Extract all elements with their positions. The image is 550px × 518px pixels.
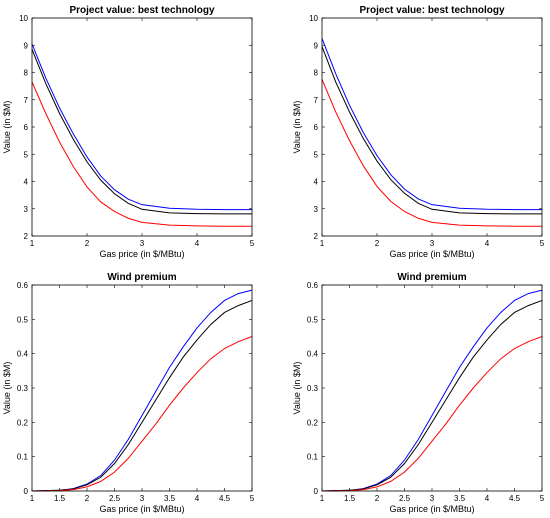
y-tick-label: 0.2 <box>17 418 29 427</box>
x-tick-label: 5 <box>540 494 545 503</box>
series-line-1 <box>31 43 252 211</box>
x-axis-label: Gas price (in $/MBtu) <box>99 249 184 259</box>
x-tick-label: 2 <box>375 239 380 248</box>
y-tick-label: 9 <box>314 41 319 50</box>
y-tick-label: 7 <box>24 96 29 105</box>
y-tick-label: 0.6 <box>307 281 319 290</box>
y-tick-label: 0 <box>24 487 29 496</box>
y-tick-label: 6 <box>24 123 29 132</box>
axes-box <box>31 284 253 492</box>
x-axis-label: Gas price (in $/MBtu) <box>389 504 474 514</box>
chart-panel-bottom-left: 1 1.5 2 2.5 3 3.5 4 4.5 5 0 0.1 0.2 0.3 0.4 0.5 0.6 Wind… <box>2 272 255 514</box>
x-axis-label: Gas price (in $/MBtu) <box>389 249 474 259</box>
x-tick-label: 3.5 <box>164 494 176 503</box>
x-tick-label: 4 <box>485 494 490 503</box>
x-tick-label: 3 <box>140 494 145 503</box>
series-line-3 <box>321 79 542 227</box>
y-axis-label: Value (in $M) <box>292 101 302 154</box>
axes-box <box>321 284 543 492</box>
series-line-3 <box>321 336 543 492</box>
y-tick-label: 5 <box>24 150 29 159</box>
x-tick-label: 1.5 <box>54 494 66 503</box>
y-tick-label: 4 <box>314 178 319 187</box>
axes-box <box>321 17 543 237</box>
series-line-2 <box>321 46 542 215</box>
x-tick-label: 3 <box>140 239 145 248</box>
series-line-3 <box>31 81 252 227</box>
x-tick-label: 3 <box>430 494 435 503</box>
y-tick-label: 9 <box>24 41 29 50</box>
x-axis-label: Gas price (in $/MBtu) <box>99 504 184 514</box>
y-axis-label: Value (in $M) <box>2 362 12 415</box>
series-line-1 <box>321 38 542 211</box>
x-tick-label: 1 <box>320 239 325 248</box>
y-tick-label: 8 <box>314 69 319 78</box>
y-tick-label: 0.2 <box>307 418 319 427</box>
series-line-2 <box>31 299 253 492</box>
x-tick-label: 2 <box>85 239 90 248</box>
x-tick-label: 1 <box>30 239 35 248</box>
chart-title: Wind premium <box>107 272 176 283</box>
y-tick-label: 2 <box>24 232 29 241</box>
x-tick-label: 2.5 <box>399 494 411 503</box>
x-tick-label: 4 <box>195 494 200 503</box>
y-axis-label: Value (in $M) <box>292 362 302 415</box>
y-tick-label: 0.3 <box>307 384 319 393</box>
y-tick-label: 5 <box>314 150 319 159</box>
x-tick-label: 5 <box>540 239 545 248</box>
x-tick-label: 1 <box>30 494 35 503</box>
chart-title: Project value: best technology <box>359 5 504 16</box>
series-line-3 <box>31 336 253 492</box>
x-tick-label: 4 <box>195 239 200 248</box>
y-axis-label: Value (in $M) <box>2 101 12 154</box>
series-line-2 <box>321 299 543 492</box>
x-tick-label: 2 <box>375 494 380 503</box>
x-tick-label: 4 <box>485 239 490 248</box>
y-tick-label: 0.5 <box>307 315 319 324</box>
y-tick-label: 0.4 <box>307 350 319 359</box>
x-tick-label: 3.5 <box>454 494 466 503</box>
x-tick-label: 4.5 <box>509 494 521 503</box>
y-tick-label: 3 <box>314 205 319 214</box>
chart-title: Wind premium <box>397 272 466 283</box>
x-tick-label: 5 <box>250 494 255 503</box>
x-tick-label: 3 <box>430 239 435 248</box>
y-tick-label: 6 <box>314 123 319 132</box>
x-tick-label: 1.5 <box>344 494 356 503</box>
y-tick-label: 0.1 <box>307 453 319 462</box>
series-line-1 <box>31 289 253 492</box>
y-tick-label: 0.6 <box>17 281 29 290</box>
x-tick-label: 2 <box>85 494 90 503</box>
y-tick-label: 2 <box>314 232 319 241</box>
y-tick-label: 0.4 <box>17 350 29 359</box>
y-tick-label: 10 <box>19 14 28 23</box>
y-tick-label: 3 <box>24 205 29 214</box>
y-tick-label: 0.5 <box>17 315 29 324</box>
y-tick-label: 0 <box>314 487 319 496</box>
x-tick-label: 5 <box>250 239 255 248</box>
x-tick-label: 4.5 <box>219 494 231 503</box>
x-tick-label: 1 <box>320 494 325 503</box>
y-tick-label: 0.1 <box>17 453 29 462</box>
chart-panel-bottom-right: 1 1.5 2 2.5 3 3.5 4 4.5 5 0 0.1 0.2 0.3 0.4 0.5 0.6 Wind… <box>292 272 545 514</box>
series-line-1 <box>321 289 543 492</box>
y-tick-label: 10 <box>309 14 318 23</box>
y-tick-label: 4 <box>24 178 29 187</box>
series-line-2 <box>31 49 252 215</box>
y-tick-label: 7 <box>314 96 319 105</box>
y-tick-label: 8 <box>24 69 29 78</box>
axes-box <box>31 17 253 237</box>
x-tick-label: 2.5 <box>109 494 121 503</box>
chart-title: Project value: best technology <box>69 5 214 16</box>
y-tick-label: 0.3 <box>17 384 29 393</box>
